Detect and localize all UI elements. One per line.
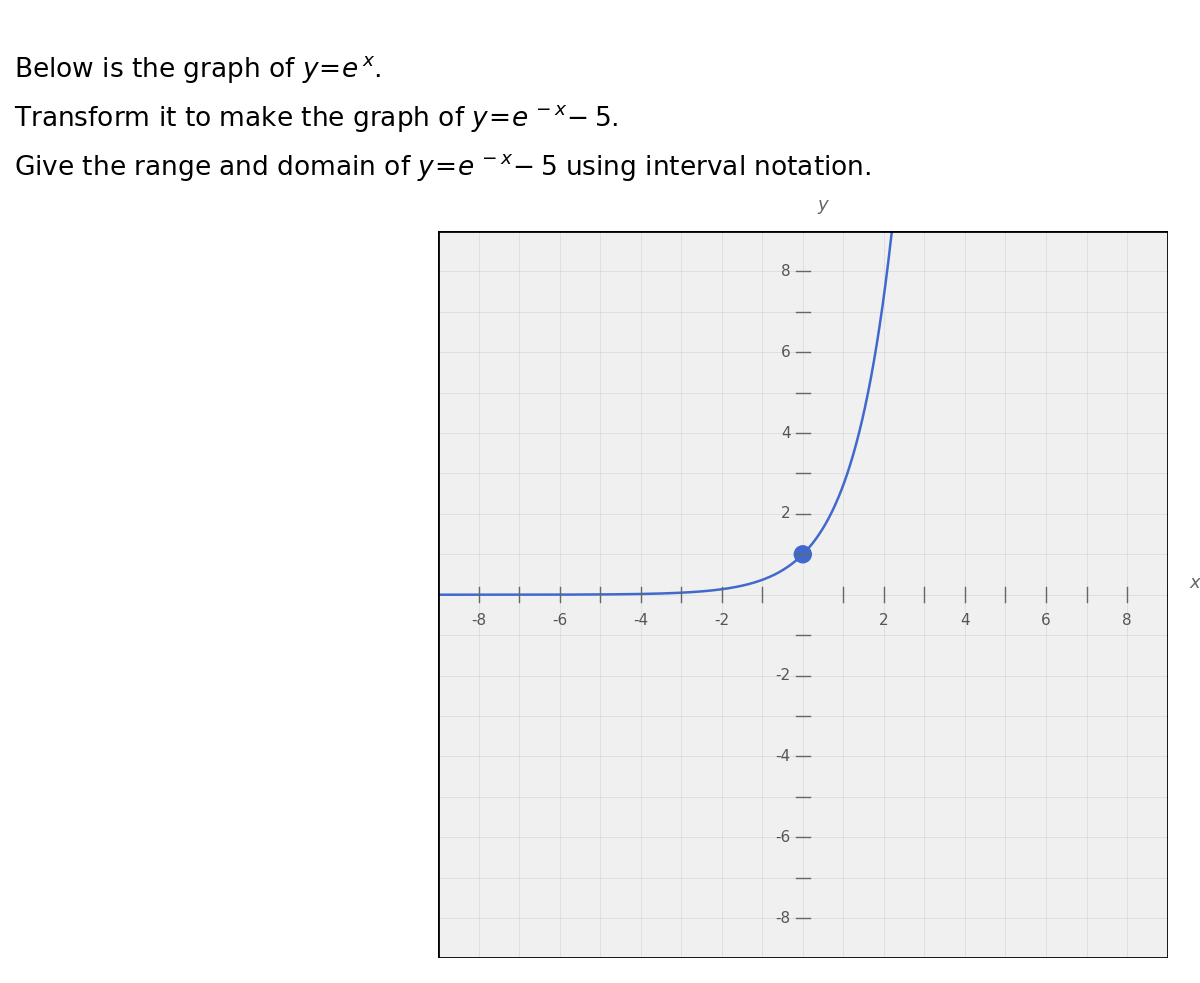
Text: 4: 4 [960, 613, 970, 628]
Text: -4: -4 [775, 749, 791, 764]
Text: 4: 4 [781, 426, 791, 440]
Text: -6: -6 [552, 613, 568, 628]
Text: -2: -2 [714, 613, 730, 628]
Text: $y$: $y$ [817, 198, 830, 215]
Text: 2: 2 [880, 613, 889, 628]
Text: -6: -6 [775, 830, 791, 844]
Text: -4: -4 [634, 613, 648, 628]
Text: $x$: $x$ [1189, 574, 1200, 592]
Text: -2: -2 [775, 668, 791, 683]
Text: 2: 2 [781, 506, 791, 521]
Text: 8: 8 [781, 263, 791, 279]
Text: -8: -8 [470, 613, 486, 628]
Text: 6: 6 [1042, 613, 1051, 628]
Text: -8: -8 [775, 910, 791, 926]
Circle shape [794, 546, 811, 563]
Text: Give the range and domain of $y\!=\!e^{\,-x}\!-5$ using interval notation.: Give the range and domain of $y\!=\!e^{\… [14, 152, 871, 184]
Text: Transform it to make the graph of $y\!=\!e^{\,-x}\!-5$.: Transform it to make the graph of $y\!=\… [14, 103, 619, 135]
Text: 6: 6 [781, 345, 791, 360]
Text: Below is the graph of $y\!=\!e^{\,x}$.: Below is the graph of $y\!=\!e^{\,x}$. [14, 54, 382, 86]
Text: 8: 8 [1122, 613, 1132, 628]
